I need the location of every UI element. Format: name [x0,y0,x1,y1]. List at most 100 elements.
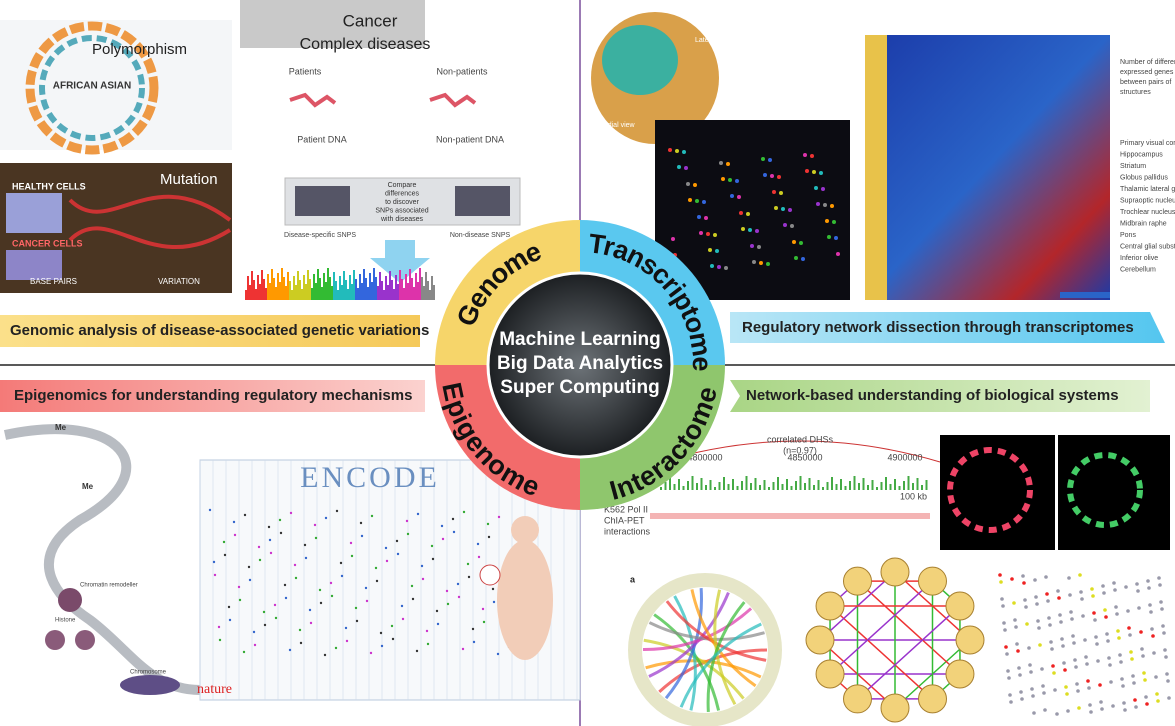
node [1073,658,1077,662]
snp-column [359,274,361,300]
pca-point [724,266,728,270]
pca-point [823,203,827,207]
peak [822,487,824,490]
node [1048,623,1052,627]
snp-column [255,289,257,300]
label: Patients [289,66,322,76]
snp-column [427,281,429,300]
snp-column [253,280,255,300]
label: Hippocampus [1120,151,1163,158]
node [1091,594,1095,598]
dot [349,541,353,545]
dot [288,648,292,652]
pca-point [777,175,781,179]
node [1102,591,1106,595]
label: Supraoptic nucleus [1120,197,1175,204]
structure [947,447,1033,533]
label: to discover [385,199,420,206]
node [1122,701,1126,705]
label: 4850000 [787,452,822,462]
node [1108,663,1112,667]
pca-point [688,198,692,202]
pca-point [704,216,708,220]
node [1004,645,1008,649]
node [1001,604,1005,608]
snp-column [247,276,249,300]
pca-point [702,200,706,204]
snp-column [415,273,417,300]
pca-point [768,158,772,162]
snp-column [291,290,293,300]
snp-column [407,283,409,300]
node [1115,612,1119,616]
node [1063,668,1067,672]
pca-point [832,220,836,224]
node [1161,624,1165,628]
peak [871,480,874,490]
dot [425,629,429,633]
node [880,557,910,587]
snp-column [377,286,379,300]
node [815,659,845,689]
snp-column [249,285,251,300]
peak [799,476,802,490]
snp-column [279,282,281,300]
dot [283,583,287,587]
dot [274,616,278,620]
histone [75,630,95,650]
node [1157,576,1161,580]
node [1158,583,1162,587]
snp-column [287,272,289,300]
node [1111,704,1115,708]
dot [298,628,302,632]
label: (n=0.97) [783,445,817,455]
dot [228,618,232,622]
label: Me [55,423,67,432]
pca-point [713,233,717,237]
dot [410,584,414,588]
dot [303,543,307,547]
snp-column [337,290,339,300]
node [1044,575,1048,579]
snp-column [251,271,253,300]
node [1127,626,1131,630]
snp-grid [455,186,510,216]
pca-point [699,231,703,235]
node [1035,602,1039,606]
peak [781,484,784,490]
pca-point [810,154,814,158]
snp-column [259,284,261,300]
pca-point [746,212,750,216]
pca-point [737,195,741,199]
snp-column [421,277,423,300]
dot [313,523,317,527]
interactome-panel: Network-based understanding of biologica… [604,380,1171,726]
snp-column [355,279,357,300]
map-label: AFRICAN ASIAN [53,81,132,92]
dot [232,520,236,524]
node [1147,586,1151,590]
node [1085,662,1089,666]
dot [223,553,227,557]
dot [416,512,420,516]
dot [451,517,455,521]
dot [497,515,501,519]
node [1021,574,1025,578]
node [1159,600,1163,604]
pca-point [792,240,796,244]
node [1160,607,1164,611]
node [1126,609,1130,613]
node [1144,695,1148,699]
center-text: Big Data Analytics [497,353,663,374]
label: nature [197,682,232,697]
center-image [486,271,674,459]
node [1064,685,1068,689]
snp-column [403,288,405,300]
snp-column [419,268,421,300]
snp-column [409,269,411,300]
snp-column [405,274,407,300]
peak [772,482,775,490]
pca-point [693,183,697,187]
node [1016,649,1020,653]
snp-column [245,290,247,300]
